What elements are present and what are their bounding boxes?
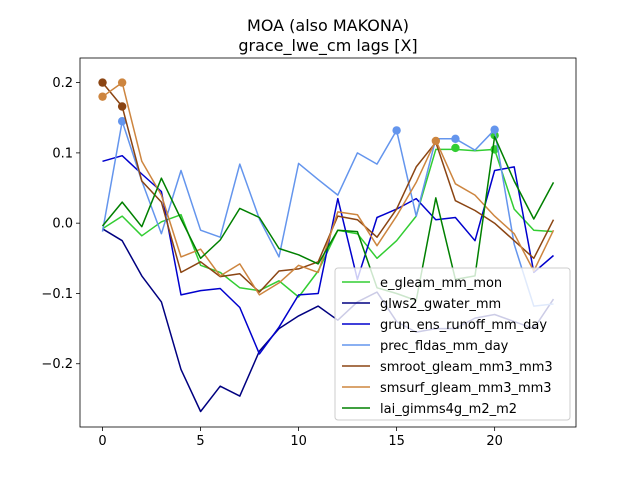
series-marker-smsurf_gleam_mm3_mm3 [117, 78, 127, 87]
series-line-smsurf_gleam_mm3_mm3 [102, 81, 555, 296]
legend-entry-smsurf_gleam_mm3_mm3: smsurf_gleam_mm3_mm3 [380, 381, 552, 396]
x-tick-label: 20 [486, 434, 503, 449]
x-tick-label: 0 [98, 434, 106, 449]
series-line-lai_gimms4g_m2_m2 [101, 135, 555, 302]
series-marker-smroot_gleam_mm3_mm3 [117, 102, 127, 111]
series-marker-e_gleam_mm_mon [451, 143, 460, 153]
legend-entry-smroot_gleam_mm3_mm3: smroot_gleam_mm3_mm3 [380, 360, 553, 375]
x-tick-label: 15 [388, 434, 405, 449]
legend-entry-glws2_gwater_mm: glws2_gwater_mm [380, 297, 501, 312]
axes-frame [79, 57, 577, 428]
chart-title: MOA (also MAKONA) [247, 16, 409, 35]
legend-box [334, 267, 571, 421]
series-marker-smsurf_gleam_mm3_mm3 [431, 136, 441, 146]
series-marker-prec_fldas_mm_day [451, 134, 460, 144]
series-line-e_gleam_mm_mon [102, 148, 554, 298]
legend-entry-lai_gimms4g_m2_m2: lai_gimms4g_m2_m2 [380, 402, 517, 417]
series-marker-prec_fldas_mm_day [490, 125, 499, 134]
series-line-smroot_gleam_mm3_mm3 [101, 82, 555, 293]
series-marker-smsurf_gleam_mm3_mm3 [98, 92, 107, 101]
y-tick-label: −0.2 [41, 357, 73, 372]
y-tick-label: −0.1 [41, 287, 73, 302]
x-tick-label: 10 [290, 434, 307, 449]
legend-entry-prec_fldas_mm_day: prec_fldas_mm_day [380, 339, 509, 354]
y-tick-label: 0.2 [52, 76, 73, 91]
plot-area [98, 78, 555, 413]
legend: e_gleam_mm_mon glws2_gwater_mm grun_ens_ru… [334, 267, 571, 421]
legend-entry-e_gleam_mm_mon: e_gleam_mm_mon [380, 276, 502, 291]
legend-entry-grun_ens_runoff_mm_day: grun_ens_runoff_mm_day [380, 318, 547, 333]
y-tick-label: 0.0 [52, 217, 73, 232]
series-marker-smroot_gleam_mm3_mm3 [98, 78, 107, 87]
x-tick-label: 5 [196, 434, 204, 449]
series-marker-prec_fldas_mm_day [117, 117, 127, 126]
series-marker-prec_fldas_mm_day [392, 126, 401, 135]
y-tick-label: 0.1 [52, 146, 73, 161]
series-line-prec_fldas_mm_day [101, 120, 554, 307]
chart-subtitle: grace_lwe_cm lags [X] [238, 36, 417, 56]
axes: 0 5 10 15 20 −0.2 −0.1 0.0 0.1 0.2 [41, 57, 577, 449]
